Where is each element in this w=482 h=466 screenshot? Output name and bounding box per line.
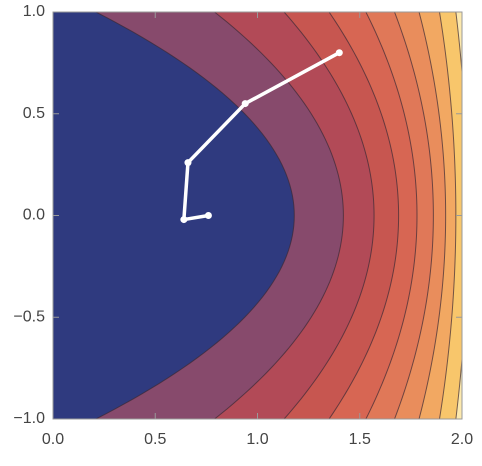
contour-line <box>439 12 457 419</box>
y-tick-label: 0.0 <box>23 207 45 224</box>
trajectory-point <box>204 212 212 219</box>
x-tick-label: 0.5 <box>144 431 166 448</box>
y-tick-label: −0.5 <box>13 308 45 325</box>
trajectory-point <box>184 159 192 167</box>
contour-line <box>365 12 418 419</box>
x-tick-label: 1.0 <box>246 431 268 448</box>
x-tick-label: 2.0 <box>451 431 473 448</box>
x-tick-label: 0.0 <box>42 431 64 448</box>
y-tick-label: −1.0 <box>13 410 45 427</box>
y-tick-label: 1.0 <box>23 3 45 20</box>
trajectory-point <box>180 216 188 224</box>
contour-line <box>394 12 434 419</box>
contour-line <box>418 12 447 419</box>
contour-line <box>328 12 400 419</box>
y-tick-label: 0.5 <box>23 105 45 122</box>
contour-line <box>95 12 295 419</box>
plot-area <box>53 12 462 419</box>
contour-line <box>283 12 375 419</box>
x-tick-label: 1.5 <box>349 431 371 448</box>
trajectory-point <box>241 100 249 108</box>
trajectory-point <box>335 49 343 57</box>
